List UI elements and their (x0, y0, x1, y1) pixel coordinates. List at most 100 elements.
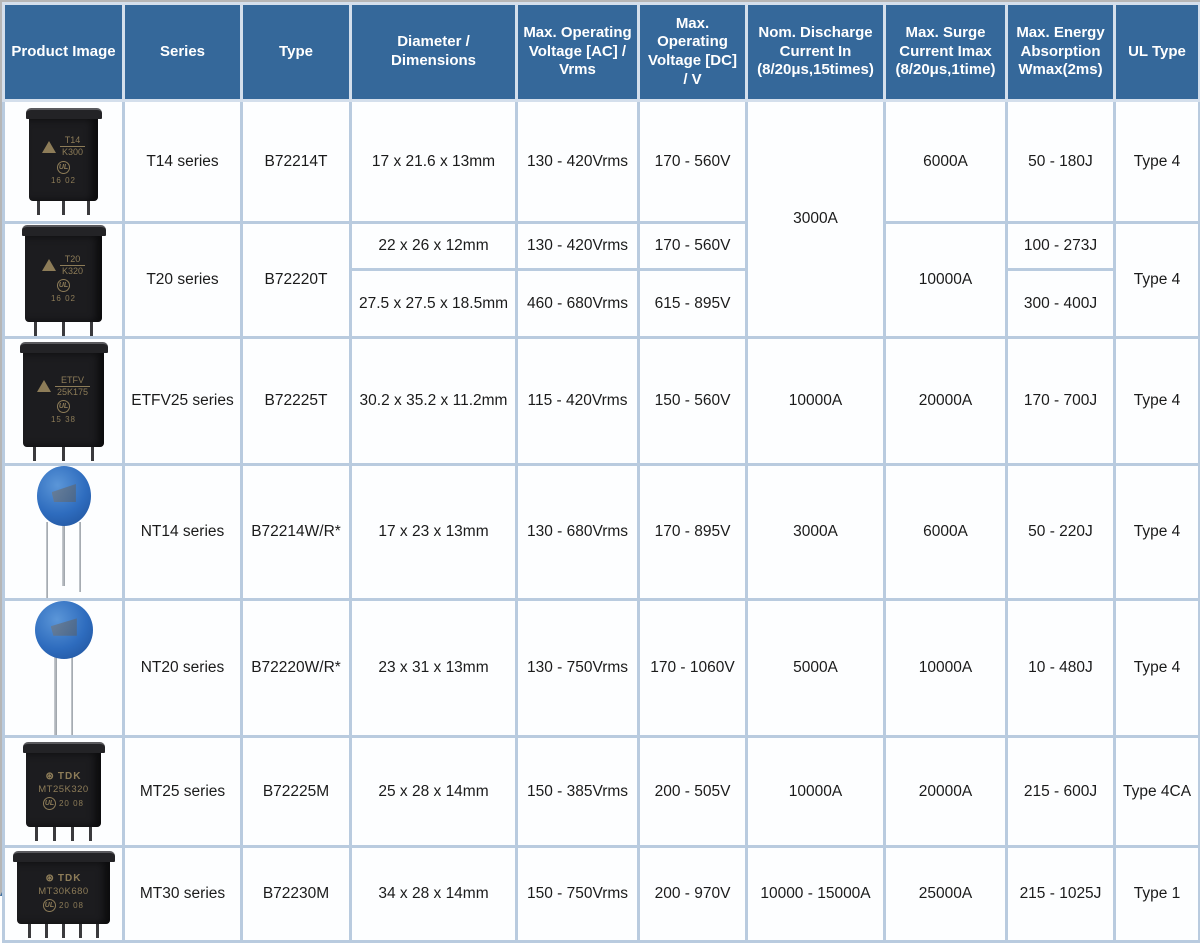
header-row: Product Image Series Type Diameter / Dim… (2, 2, 1200, 102)
table-row-t20-variant2: 27.5 x 27.5 x 18.5mm 460 - 680Vrms 615 -… (4, 268, 1200, 339)
col-header-type: Type (240, 2, 352, 102)
cell-product-image: T20 K320 UL 16 02 (2, 221, 125, 339)
cell-type: B72225M (240, 735, 352, 848)
cell-voltage-ac: 130 - 420Vrms (515, 221, 640, 271)
ul-mark-icon: UL (56, 400, 70, 414)
module-marking-bottom: K300 (61, 147, 84, 157)
module-face: ETFV 25K175 UL 15 38 (23, 352, 104, 447)
col-header-voltage-ac: Max. Operating Voltage [AC] / Vrms (515, 2, 640, 102)
module-date-code: 15 38 (50, 415, 76, 425)
epcos-triangle-icon (41, 259, 56, 271)
cell-ul-type: Type 4 (1113, 598, 1200, 738)
cell-dimensions: 30.2 x 35.2 x 11.2mm (349, 336, 518, 466)
cell-voltage-dc: 170 - 895V (637, 463, 748, 601)
cell-type: B72214T (240, 99, 352, 224)
module-cap (25, 108, 102, 119)
module-date-code: 16 02 (50, 175, 77, 185)
module-brand: TDK (57, 770, 82, 782)
col-header-dimensions: Diameter / Dimensions (349, 2, 518, 102)
cell-ul-type: Type 4 (1113, 99, 1200, 224)
product-image-t14-module: T14 K300 UL 16 02 (25, 108, 102, 215)
module-marking-bottom: 25K175 (56, 386, 88, 397)
cell-product-image: ETFV 25K175 UL 15 38 (2, 336, 125, 466)
cell-voltage-dc: 200 - 505V (637, 735, 748, 848)
cell-surge-current-shared: 10000A (883, 221, 1008, 339)
cell-discharge-current: 10000A (745, 336, 886, 466)
varistor-disc (36, 466, 91, 526)
cell-voltage-ac: 115 - 420Vrms (515, 336, 640, 466)
module-cap (12, 850, 115, 862)
cell-type: B72225T (240, 336, 352, 466)
cell-product-image (2, 463, 125, 601)
tdk-ring-logo-icon: ⊛ (45, 873, 55, 884)
cell-product-image: T14 K300 UL 16 02 (2, 99, 125, 224)
col-header-product-image: Product Image (2, 2, 125, 102)
module-leads (32, 446, 95, 461)
cell-voltage-dc: 170 - 560V (637, 221, 748, 271)
cell-voltage-ac: 460 - 680Vrms (515, 268, 640, 339)
module-marking-top: T14 (59, 135, 86, 147)
module-leads (27, 923, 100, 938)
varistor-disc (34, 601, 93, 659)
cell-voltage-dc: 170 - 560V (637, 99, 748, 224)
cell-surge-current: 20000A (883, 735, 1008, 848)
cell-surge-current: 6000A (883, 99, 1008, 224)
cell-voltage-dc: 615 - 895V (637, 268, 748, 339)
module-model-marking: MT30K680 (38, 886, 89, 897)
col-header-surge-current: Max. Surge Current Imax (8/20μs,1time) (883, 2, 1008, 102)
cell-type: B72230M (240, 845, 352, 943)
cell-dimensions: 34 x 28 x 14mm (349, 845, 518, 943)
cell-voltage-ac: 150 - 385Vrms (515, 735, 640, 848)
tdk-ring-logo-icon: ⊛ (45, 770, 55, 782)
product-image-mt25-module: ⊛ TDK MT25K320 UL 20 08 (22, 742, 105, 841)
cell-discharge-current: 10000 - 15000A (745, 845, 886, 943)
module-face: ⊛ TDK MT25K320 UL 20 08 (25, 753, 102, 827)
cell-ul-type: Type 4CA (1113, 735, 1200, 848)
cell-dimensions: 17 x 21.6 x 13mm (349, 99, 518, 224)
cell-dimensions: 25 x 28 x 14mm (349, 735, 518, 848)
module-face: T20 K320 UL 16 02 (24, 235, 103, 322)
cell-ul-type: Type 4 (1113, 336, 1200, 466)
cell-type: B72214W/R* (240, 463, 352, 601)
cell-series: NT20 series (122, 598, 243, 738)
module-face: ⊛ TDK MT30K680 UL 20 08 (16, 861, 111, 924)
ul-mark-icon: UL (56, 279, 70, 293)
cell-energy: 300 - 400J (1005, 268, 1116, 339)
cell-energy: 50 - 180J (1005, 99, 1116, 224)
product-image-t20-module: T20 K320 UL 16 02 (21, 224, 106, 336)
table-row-t14: T14 K300 UL 16 02 T14 series B72214T 17 … (2, 99, 1200, 339)
module-marking-top: ETFV (54, 375, 90, 387)
cell-voltage-ac: 150 - 750Vrms (515, 845, 640, 943)
module-marking-bottom: K320 (61, 265, 83, 276)
disc-leads (45, 522, 82, 598)
module-cap (21, 224, 106, 236)
spec-table-page: Product Image Series Type Diameter / Dim… (0, 0, 1200, 896)
cell-discharge-current: 3000A (745, 463, 886, 601)
module-marking-top: T20 (59, 254, 85, 266)
cell-discharge-current: 5000A (745, 598, 886, 738)
cell-voltage-dc: 200 - 970V (637, 845, 748, 943)
table-row-mt30: ⊛ TDK MT30K680 UL 20 08 MT30 series B722… (2, 845, 1200, 943)
cell-energy: 50 - 220J (1005, 463, 1116, 601)
cell-voltage-dc: 150 - 560V (637, 336, 748, 466)
cell-product-image: ⊛ TDK MT30K680 UL 20 08 (2, 845, 125, 943)
cell-voltage-ac: 130 - 680Vrms (515, 463, 640, 601)
table-row-nt14: NT14 series B72214W/R* 17 x 23 x 13mm 13… (2, 463, 1200, 601)
module-date-code: 20 08 (58, 798, 85, 808)
col-header-voltage-dc: Max. Operating Voltage [DC] / V (637, 2, 748, 102)
cell-dimensions: 22 x 26 x 12mm (349, 221, 518, 271)
cell-ul-type: Type 4 (1113, 463, 1200, 601)
module-date-code: 20 08 (58, 901, 84, 910)
table-row-t20-variant1: T20 K320 UL 16 02 T20 series B72220T 22 … (2, 221, 1200, 339)
module-date-code: 16 02 (50, 294, 76, 304)
epcos-triangle-icon (41, 140, 56, 153)
cell-discharge-current: 10000A (745, 735, 886, 848)
cell-energy: 100 - 273J (1005, 221, 1116, 271)
col-header-series: Series (122, 2, 243, 102)
module-cap (22, 742, 105, 753)
table-row-mt25: ⊛ TDK MT25K320 UL 20 08 MT25 series B722… (2, 735, 1200, 848)
cell-product-image: ⊛ TDK MT25K320 UL 20 08 (2, 735, 125, 848)
cell-surge-current: 6000A (883, 463, 1008, 601)
cell-energy: 170 - 700J (1005, 336, 1116, 466)
